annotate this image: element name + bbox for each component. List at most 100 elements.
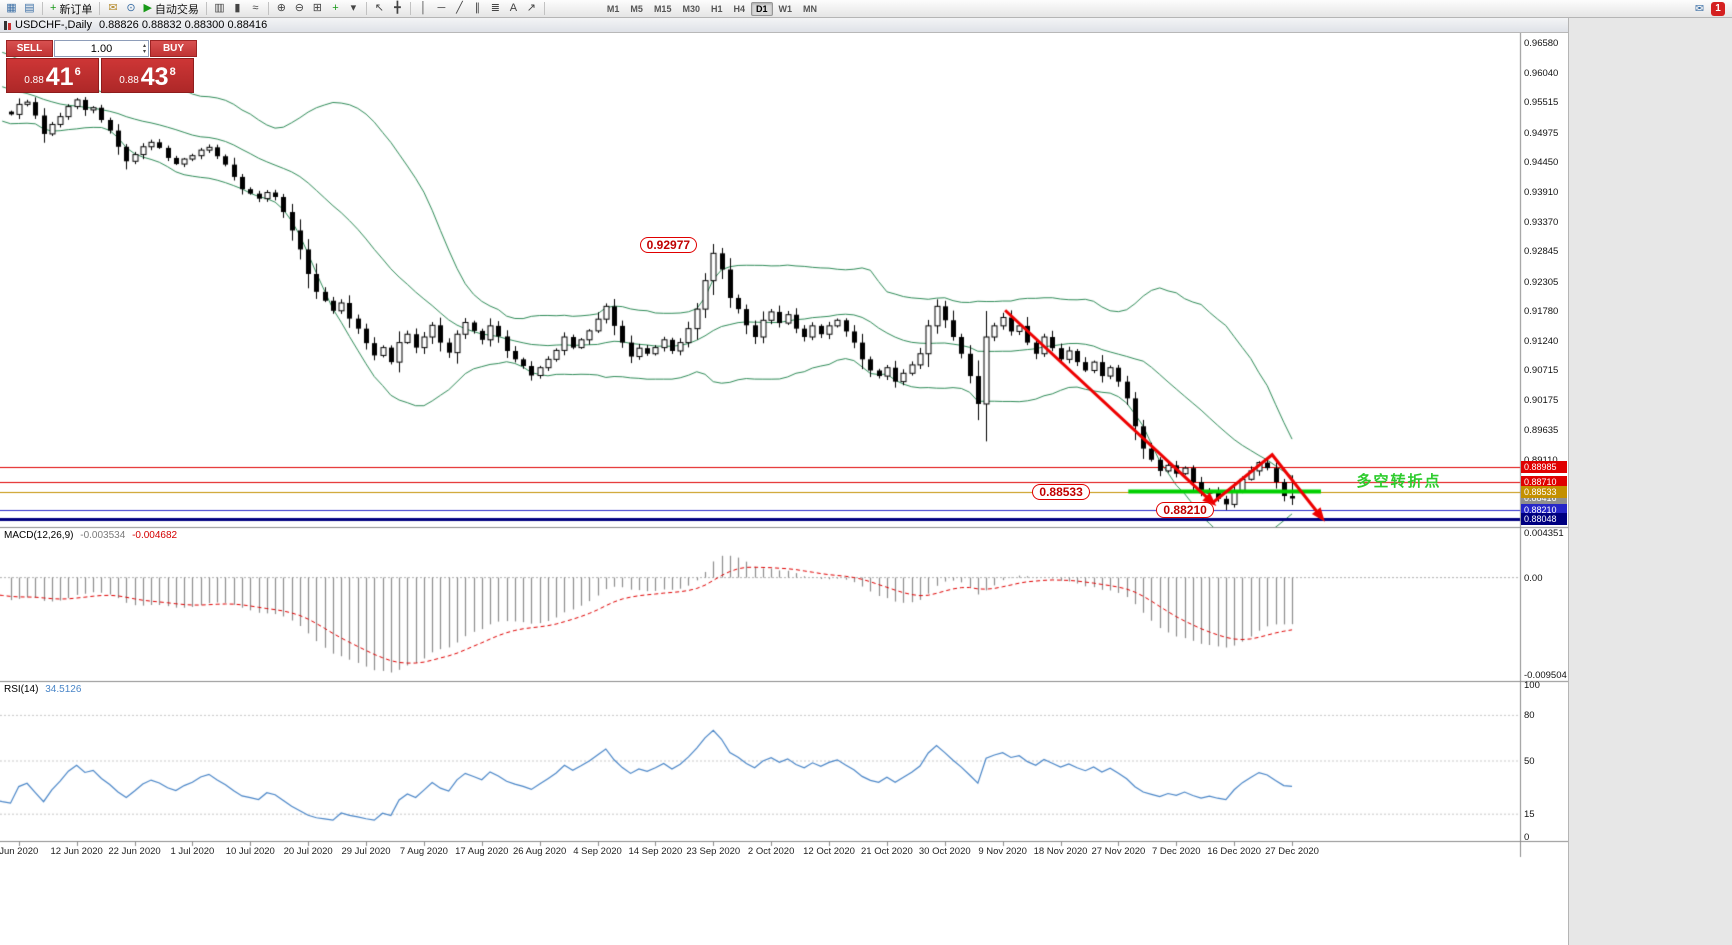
- rsi-name: RSI(14): [4, 684, 39, 695]
- timeframe-w1[interactable]: W1: [778, 3, 793, 14]
- date-axis-label: 10 Jul 2020: [225, 846, 275, 857]
- macd-name: MACD(12,26,9): [4, 530, 74, 541]
- price-scale-label: 0.90175: [1524, 395, 1559, 407]
- date-axis-label: 27 Dec 2020: [1265, 846, 1319, 857]
- new-order-button[interactable]: + 新订单: [47, 1, 95, 17]
- date-axis-label: 1 Jul 2020: [170, 846, 215, 857]
- price-scale-label: 0.91780: [1524, 305, 1559, 317]
- new-chart-icon-glyph: ▦: [6, 2, 17, 14]
- buy-price-prefix: 0.88: [119, 75, 139, 86]
- channel-icon[interactable]: ∥: [469, 1, 486, 17]
- trendline-icon-glyph: ╱: [456, 2, 463, 14]
- date-axis-label: 2 Oct 2020: [747, 846, 795, 857]
- date-axis-label: 16 Dec 2020: [1207, 846, 1262, 857]
- price-label-annotation[interactable]: 0.92977: [639, 236, 698, 253]
- price-scale-label: 0.94450: [1524, 156, 1559, 168]
- candlestick-chart-icon[interactable]: ▮: [229, 1, 246, 17]
- buy-button[interactable]: BUY: [150, 40, 197, 57]
- mail-icon-glyph: ✉: [108, 2, 118, 14]
- price-scale-label: 0.92845: [1524, 246, 1559, 258]
- timeframe-m1[interactable]: M1: [606, 3, 620, 14]
- channel-icon-glyph: ∥: [474, 2, 481, 14]
- indicators-icon[interactable]: +: [327, 1, 344, 17]
- zoom-in-icon[interactable]: ⊕: [273, 1, 290, 17]
- buy-price-sup: 8: [169, 66, 176, 78]
- chart-profiles-icon[interactable]: ▤: [21, 1, 38, 17]
- mailbox-icon[interactable]: ✉: [1694, 3, 1705, 15]
- arrows-icon[interactable]: ↗: [523, 1, 540, 17]
- text-icon[interactable]: A: [505, 1, 522, 17]
- volume-value: 1.00: [90, 42, 113, 55]
- date-axis-label: 7 Dec 2020: [1151, 846, 1201, 857]
- macd-scale-label: -0.009504: [1524, 670, 1567, 681]
- price-chart-canvas[interactable]: [0, 33, 1568, 945]
- vertical-line-icon[interactable]: │: [415, 1, 432, 17]
- tile-windows-icon[interactable]: ⊞: [309, 1, 326, 17]
- rsi-scale-label: 0: [1524, 832, 1530, 843]
- new-chart-icon[interactable]: ▦: [3, 1, 20, 17]
- autotrading-button-label: 自动交易: [154, 3, 199, 16]
- date-axis-label: 17 Aug 2020: [455, 846, 509, 857]
- chart-window-titlebar: USDCHF-,Daily 0.88826 0.88832 0.88300 0.…: [0, 18, 1568, 33]
- mail-icon[interactable]: ✉: [104, 1, 121, 17]
- candlestick-chart-icon-glyph: ▮: [234, 2, 241, 14]
- price-line-tag: 0.88710: [1521, 476, 1567, 489]
- zoom-out-icon[interactable]: ⊖: [291, 1, 308, 17]
- fibonacci-icon[interactable]: ≣: [487, 1, 504, 17]
- bull-bear-turning-point-note[interactable]: 多空转折点: [1356, 473, 1442, 491]
- date-axis-label: 29 Jul 2020: [341, 846, 391, 857]
- price-label-annotation[interactable]: 0.88210: [1156, 501, 1214, 518]
- sell-price-prefix: 0.88: [24, 75, 44, 86]
- rsi-scale-label: 80: [1524, 710, 1535, 722]
- timeframe-mn[interactable]: MN: [803, 3, 818, 14]
- timeframe-h1[interactable]: H1: [710, 3, 723, 14]
- date-axis-label: 23 Sep 2020: [686, 846, 741, 857]
- price-label-annotation[interactable]: 0.88533: [1032, 483, 1090, 500]
- rsi-value: 34.5126: [45, 684, 82, 695]
- autotrading-button[interactable]: ▶ 自动交易: [140, 1, 201, 17]
- sell-price-display[interactable]: 0.88 41 6: [6, 58, 99, 93]
- sell-price-sup: 6: [74, 66, 81, 78]
- timeframe-h4[interactable]: H4: [733, 3, 745, 14]
- date-axis-label: 22 Jun 2020: [108, 846, 161, 857]
- date-axis-label: 20 Jul 2020: [283, 846, 333, 857]
- bar-chart-icon[interactable]: ▥: [211, 1, 228, 17]
- volume-spinner[interactable]: ▴ ▾: [142, 42, 146, 55]
- buy-price-big: 43: [140, 63, 169, 91]
- cursor-icon[interactable]: ↖: [371, 1, 388, 17]
- crosshair-icon[interactable]: ╋: [389, 1, 406, 17]
- price-scale-label: 0.89110: [1524, 455, 1558, 466]
- macd-indicator-label: MACD(12,26,9) -0.003534 -0.004682: [4, 530, 177, 541]
- chart-profiles-icon-glyph: ▤: [24, 2, 35, 14]
- indicators-dropdown-icon[interactable]: ▾: [345, 1, 362, 17]
- trendline-icon[interactable]: ╱: [451, 1, 468, 17]
- horizontal-line-icon[interactable]: ─: [433, 1, 450, 17]
- indicators-icon-glyph: +: [332, 2, 339, 14]
- timeframe-m5[interactable]: M5: [630, 3, 643, 14]
- toolbar-right-group: ✉ 1: [1691, 1, 1729, 17]
- price-scale-label: 0.93370: [1524, 217, 1559, 229]
- toolbar-separator: [365, 2, 367, 15]
- line-chart-icon[interactable]: ≈: [247, 1, 264, 17]
- volume-input[interactable]: 1.00 ▴ ▾: [54, 40, 149, 57]
- price-scale-label: 0.90715: [1524, 365, 1559, 377]
- buy-price-display[interactable]: 0.88 43 8: [101, 58, 194, 93]
- date-axis-label: 12 Oct 2020: [803, 846, 855, 857]
- one-click-trading-panel: SELL 1.00 ▴ ▾ BUY 0.88 41 6 0.88 43 8: [6, 40, 197, 93]
- chart-title: USDCHF-,Daily: [15, 19, 92, 31]
- history-center-icon[interactable]: ⊙: [122, 1, 139, 17]
- date-axis-label: 4 Sep 2020: [573, 846, 622, 857]
- new-order-glyph: +: [50, 2, 57, 14]
- timeframe-d1[interactable]: D1: [751, 1, 773, 16]
- notification-badge[interactable]: 1: [1711, 1, 1725, 16]
- date-axis-label: Jun 2020: [0, 846, 39, 857]
- toolbar-separator: [267, 2, 269, 15]
- timeframe-m30[interactable]: M30: [682, 3, 700, 14]
- price-scale-label: 0.91240: [1524, 335, 1559, 347]
- new-order-button-label: 新订单: [59, 3, 93, 16]
- timeframe-m15[interactable]: M15: [653, 3, 672, 14]
- chart-area: SELL 1.00 ▴ ▾ BUY 0.88 41 6 0.88 43 8 MAC…: [0, 33, 1568, 945]
- sell-button[interactable]: SELL: [6, 40, 53, 57]
- crosshair-icon-glyph: ╋: [394, 2, 401, 14]
- price-line-tag: 0.88985: [1521, 460, 1567, 473]
